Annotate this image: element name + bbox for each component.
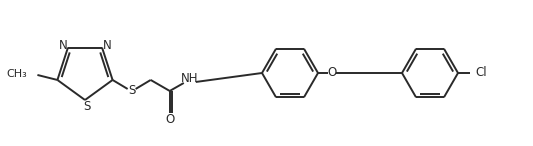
Text: O: O [165,113,174,126]
Text: CH₃: CH₃ [7,69,27,79]
Text: S: S [83,100,91,113]
Text: NH: NH [181,72,198,85]
Text: O: O [327,66,337,80]
Text: Cl: Cl [475,66,487,80]
Text: N: N [103,39,111,52]
Text: S: S [128,85,135,98]
Text: N: N [59,39,67,52]
